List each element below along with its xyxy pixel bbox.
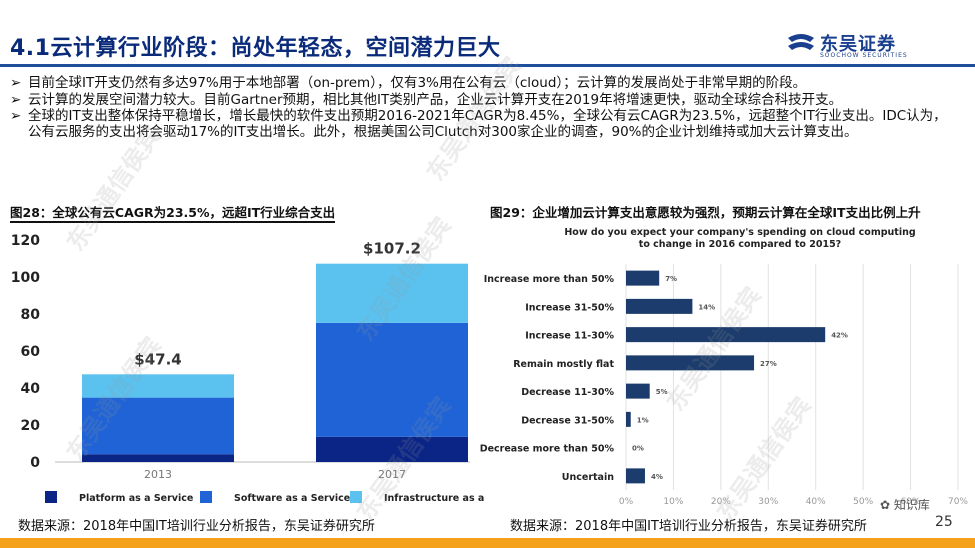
- category-label: Decrease 11-30%: [521, 387, 614, 398]
- legend-swatch: [350, 491, 362, 503]
- fig28-stacked-bar-chart: 0 20 40 60 80 100 120 $47.4 2013 $107.2 2017 Platfo…: [11, 233, 485, 504]
- legend-label: Infrastructure as a Service: [384, 493, 485, 504]
- y-tick-label: 100: [11, 270, 40, 286]
- bullet-text: 目前全球IT开支仍然有多达97%用于本地部署（on-prem），仅有3%用在公有…: [28, 75, 807, 91]
- wechat-label: 知识库: [893, 498, 930, 512]
- bottom-accent-bar: [0, 538, 975, 548]
- logo-mark-icon: [788, 34, 814, 50]
- data-label: 5%: [656, 388, 668, 396]
- data-label: 4%: [651, 473, 663, 481]
- legend-label: Platform as a Service: [79, 493, 193, 504]
- y-tick-label: 60: [21, 344, 41, 360]
- category-label: Decrease 31-50%: [521, 415, 614, 426]
- category-label: Increase 31-50%: [525, 302, 614, 313]
- data-label: 14%: [698, 303, 715, 311]
- category-label: Remain mostly flat: [513, 359, 614, 370]
- bar: [626, 298, 693, 314]
- data-label: 27%: [760, 360, 777, 368]
- x-tick-label: 40%: [806, 497, 826, 507]
- x-tick-label: 0%: [619, 497, 634, 507]
- bullet-list: ➢ 目前全球IT开支仍然有多达97%用于本地部署（on-prem），仅有3%用在…: [10, 75, 960, 141]
- bullet-arrow-icon: ➢: [10, 91, 22, 108]
- bar-total-label: $107.2: [363, 240, 421, 258]
- y-tick-label: 40: [21, 381, 41, 397]
- y-tick-label: 80: [21, 307, 41, 323]
- fig28-title: 图28：全球公有云CAGR为23.5%，远超IT行业综合支出: [10, 202, 336, 223]
- logo-subtext: SOOCHOW SECURITIES: [820, 52, 908, 59]
- y-tick-label: 0: [30, 455, 40, 471]
- x-tick-label: 10%: [663, 497, 683, 507]
- bar: [626, 411, 631, 427]
- fig29-source: 数据来源：2018年中国IT培训行业分析报告，东吴证券研究所: [510, 519, 867, 534]
- chart-title-line: How do you expect your company's spendin…: [564, 227, 915, 238]
- wechat-icon: ✿: [880, 498, 891, 512]
- x-tick-label: 2017: [378, 468, 406, 481]
- data-label: 7%: [665, 275, 677, 283]
- bullet-text: 全球的IT支出整体保持平稳增长，增长最快的软件支出预期2016-2021年CAG…: [28, 108, 947, 140]
- legend-swatch: [45, 491, 57, 503]
- chart-title-line: to change in 2016 compared to 2015?: [639, 239, 841, 250]
- data-label: 1%: [637, 416, 649, 424]
- page-number: 25: [935, 514, 953, 530]
- x-tick-label: 20%: [711, 497, 731, 507]
- x-tick-label: 30%: [758, 497, 778, 507]
- x-tick-label: 50%: [853, 497, 873, 507]
- bullet-item: ➢ 云计算的发展空间潜力较大。目前Gartner预期，相比其他IT类别产品，企业…: [10, 91, 960, 109]
- bar-segment: [82, 454, 234, 462]
- bar: [626, 327, 826, 343]
- bullet-item: ➢ 全球的IT支出整体保持平稳增长，增长最快的软件支出预期2016-2021年C…: [10, 108, 960, 140]
- category-label: Increase 11-30%: [525, 331, 614, 342]
- bullet-arrow-icon: ➢: [10, 75, 22, 91]
- page-title: 4.1云计算行业阶段：尚处年轻态，空间潜力巨大: [10, 36, 501, 61]
- title-divider: [0, 64, 975, 67]
- data-label: 42%: [831, 332, 848, 340]
- bar: [626, 468, 645, 484]
- bullet-arrow-icon: ➢: [10, 108, 22, 124]
- legend-label: Software as a Service: [234, 493, 350, 504]
- y-tick-label: 120: [11, 233, 40, 249]
- bar-segment: [316, 263, 468, 323]
- x-tick-label: 70%: [948, 497, 968, 507]
- bar: [626, 383, 650, 399]
- fig29-horizontal-bar-chart: How do you expect your company's spendin…: [480, 227, 969, 507]
- bar: [626, 355, 755, 371]
- company-logo: 东吴证券 SOOCHOW SECURITIES: [786, 30, 936, 60]
- y-tick-label: 20: [21, 418, 41, 434]
- category-label: Increase more than 50%: [484, 274, 615, 285]
- category-label: Decrease more than 50%: [480, 444, 615, 455]
- bullet-item: ➢ 目前全球IT开支仍然有多达97%用于本地部署（on-prem），仅有3%用在…: [10, 75, 960, 92]
- fig29-title: 图29：企业增加云计算支出意愿较为强烈，预期云计算在全球IT支出比例上升: [490, 202, 975, 221]
- bullet-text: 云计算的发展空间潜力较大。目前Gartner预期，相比其他IT类别产品，企业云计…: [28, 91, 843, 108]
- logo-text: 东吴证券: [820, 34, 896, 55]
- chart-title: How do you expect your company's spendin…: [564, 227, 915, 250]
- data-label: 0%: [632, 445, 644, 453]
- bar: [626, 270, 660, 286]
- fig28-source: 数据来源：2018年中国IT培训行业分析报告，东吴证券研究所: [18, 519, 375, 534]
- legend-swatch: [200, 491, 212, 503]
- bar-segment: [316, 322, 468, 437]
- bar-total-label: $47.4: [134, 350, 181, 368]
- wechat-badge: ✿ 知识库: [880, 496, 930, 513]
- x-tick-label: 2013: [144, 468, 172, 481]
- bar-segment: [82, 397, 234, 455]
- category-label: Uncertain: [562, 472, 614, 483]
- x-tick-label: 60%: [901, 497, 921, 507]
- bar-segment: [316, 436, 468, 462]
- bar-segment: [82, 374, 234, 398]
